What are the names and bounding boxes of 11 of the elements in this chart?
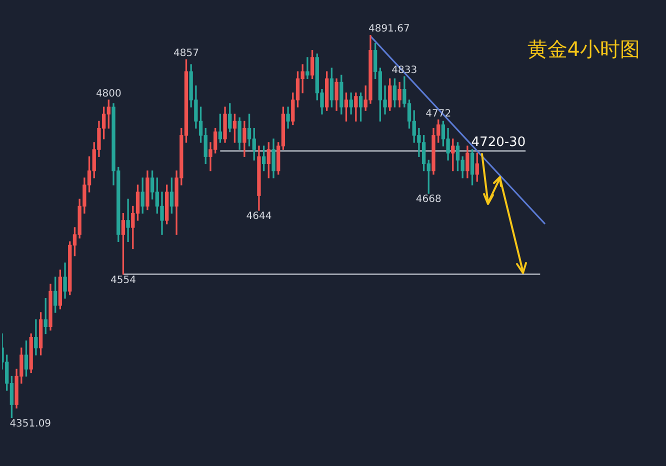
annotation: 4857 bbox=[174, 48, 199, 60]
annotation: 4554 bbox=[110, 274, 136, 286]
annotation: 4644 bbox=[246, 211, 272, 222]
annotation: 4800 bbox=[96, 88, 122, 100]
chart-title: 黄金4小时图 bbox=[527, 36, 640, 63]
text: 4891.67 bbox=[368, 24, 410, 35]
annotation: 4720-30 bbox=[471, 134, 526, 150]
candlestick bbox=[126, 198, 130, 242]
candlestick bbox=[306, 57, 310, 80]
text: 4351.09 bbox=[10, 418, 52, 430]
annotation: 4668 bbox=[416, 194, 442, 206]
